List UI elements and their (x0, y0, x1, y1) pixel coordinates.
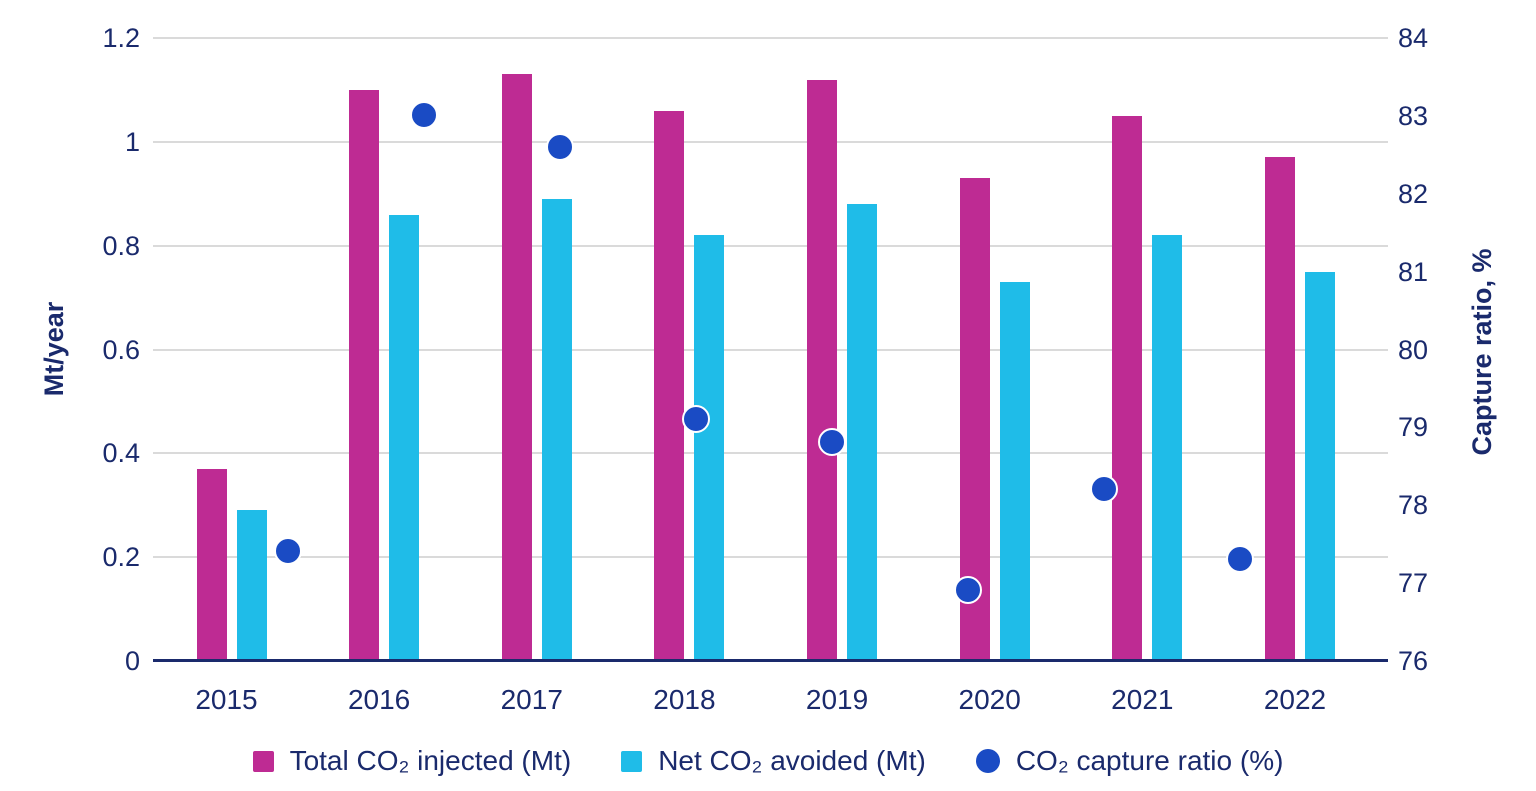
y-axis-right-tick-label: 79 (1398, 412, 1429, 443)
gridline (153, 348, 1388, 351)
bar-total-co2-injected (196, 468, 227, 661)
x-axis-tick-label: 2019 (805, 684, 869, 715)
x-axis-tick-label: 2017 (500, 684, 563, 715)
legend-item: Total CO₂ injected (Mt) (252, 745, 572, 777)
y-axis-left-tick-label: 0.8 (102, 230, 140, 261)
y-axis-right-tick-label: 81 (1398, 256, 1429, 287)
legend-label: CO₂ capture ratio (%) (1015, 745, 1284, 776)
x-axis-line (153, 659, 1388, 662)
bar-total-co2-injected (501, 74, 532, 661)
dot-co2-capture-ratio (681, 405, 710, 434)
legend-item: CO₂ capture ratio (%) (975, 745, 1284, 777)
x-axis-tick-label: 2020 (958, 684, 1021, 715)
bar-net-co2-avoided (694, 235, 725, 661)
y-axis-right-tick-label: 77 (1398, 568, 1429, 599)
y-axis-left-tick-label: 0 (124, 646, 140, 676)
bar-total-co2-injected (1264, 157, 1295, 661)
y-axis-left-tick-label: 0.4 (102, 438, 140, 469)
gridline (153, 37, 1388, 39)
dot-co2-capture-ratio (409, 101, 438, 130)
chart-legend: Total CO₂ injected (Mt) Net CO₂ avoided (… (0, 742, 1536, 780)
y-axis-right-tick-label: 76 (1398, 646, 1429, 676)
legend-circle-marker-icon (975, 749, 1000, 773)
bar-net-co2-avoided (847, 204, 878, 661)
dot-co2-capture-ratio (1226, 545, 1255, 574)
y-axis-title-left: Mt/year (39, 301, 69, 397)
legend-label: Net CO₂ avoided (Mt) (658, 745, 926, 776)
legend-square-marker-icon (621, 750, 643, 772)
legend-label: Total CO₂ injected (Mt) (289, 745, 572, 776)
bar-net-co2-avoided (389, 214, 420, 661)
bar-net-co2-avoided (1304, 271, 1335, 661)
dot-co2-capture-ratio (1090, 475, 1119, 504)
bar-total-co2-injected (1112, 115, 1143, 661)
x-axis-tick-label: 2022 (1263, 684, 1327, 715)
y-axis-left-tick-label: 1 (124, 126, 140, 157)
y-axis-title-right: Capture ratio, % (1467, 248, 1497, 456)
y-axis-left-tick-label: 0.6 (102, 334, 140, 365)
y-axis-left-tick-label: 1.2 (102, 23, 140, 53)
y-axis-right-tick-label: 82 (1398, 178, 1429, 209)
y-axis-left-tick-label: 0.2 (102, 542, 140, 573)
y-axis-right-tick-label: 84 (1398, 23, 1429, 53)
bar-net-co2-avoided (1152, 235, 1183, 661)
gridline (153, 556, 1388, 559)
x-axis-tick-label: 2016 (347, 684, 411, 715)
y-axis-right-tick-label: 83 (1398, 100, 1429, 131)
dot-co2-capture-ratio (545, 132, 574, 161)
gridline (153, 244, 1388, 247)
gridline (153, 452, 1388, 455)
bar-total-co2-injected (654, 110, 685, 661)
bar-total-co2-injected (807, 79, 838, 661)
dot-co2-capture-ratio (954, 576, 983, 605)
x-axis-tick-label: 2015 (195, 684, 258, 715)
legend-item: Net CO₂ avoided (Mt) (621, 745, 926, 777)
y-axis-right-tick-label: 80 (1398, 334, 1429, 365)
bar-total-co2-injected (349, 89, 380, 661)
legend-square-marker-icon (252, 750, 274, 772)
y-axis-right-tick-label: 78 (1398, 490, 1429, 521)
dot-co2-capture-ratio (818, 428, 847, 457)
gridline (153, 140, 1388, 143)
bar-net-co2-avoided (236, 510, 267, 661)
bar-net-co2-avoided (999, 282, 1030, 661)
x-axis-tick-label: 2018 (653, 684, 716, 715)
bar-net-co2-avoided (541, 198, 572, 661)
x-axis-tick-label: 2021 (1111, 684, 1174, 715)
dot-co2-capture-ratio (273, 537, 302, 566)
